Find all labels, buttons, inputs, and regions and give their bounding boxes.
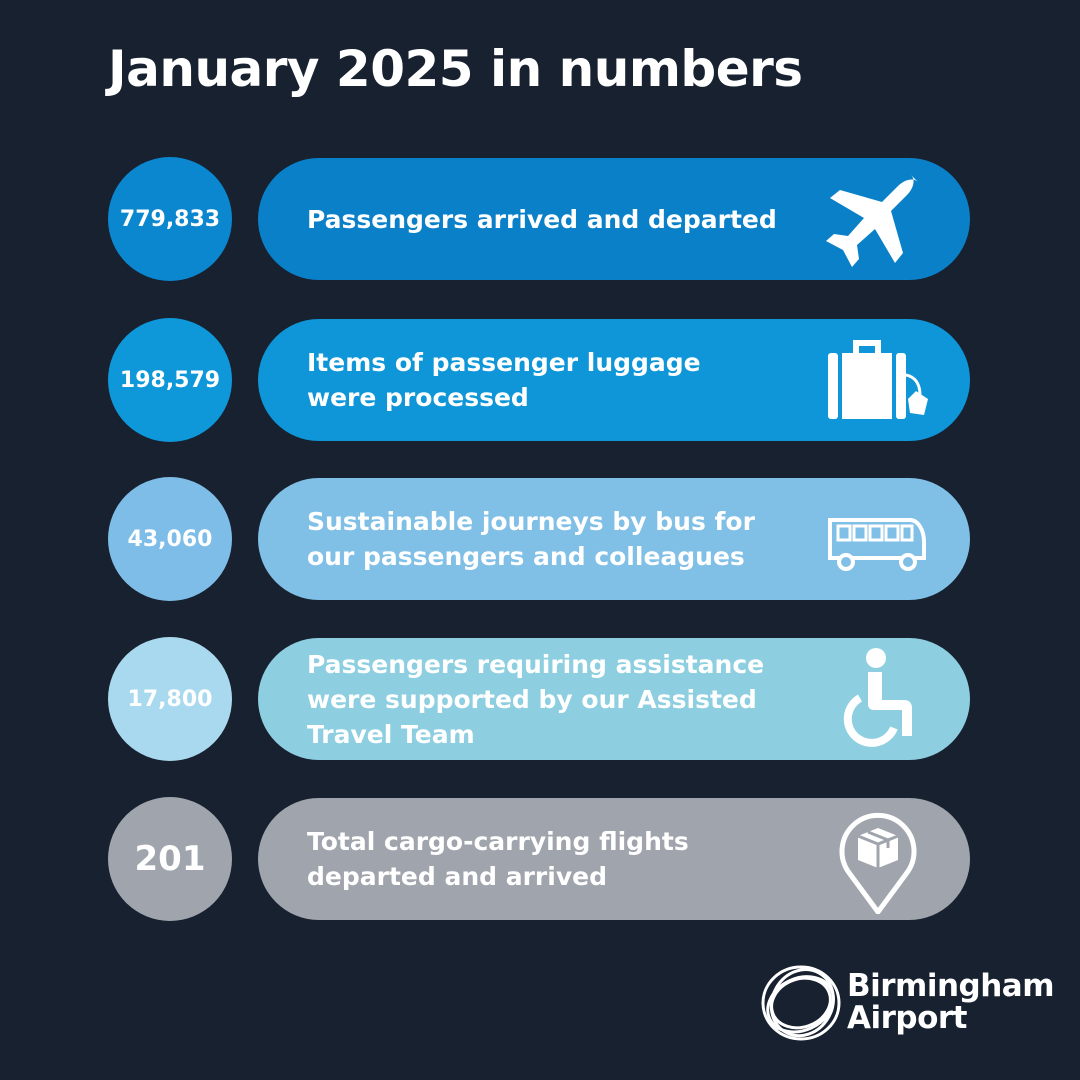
text-line: Travel Team	[307, 719, 475, 749]
stat-pill: Total cargo-carrying flights departed and…	[258, 798, 970, 920]
plane-icon	[826, 175, 918, 267]
text-line: were supported by our Assisted	[307, 684, 757, 714]
text-line: departed and arrived	[307, 862, 607, 891]
text-line: Sustainable journeys by bus for	[307, 507, 755, 536]
text-line: our passengers and colleagues	[307, 542, 745, 571]
stat-text: Passengers arrived and departed	[307, 158, 777, 280]
stat-number: 43,060	[108, 477, 232, 601]
text-line: Total cargo-carrying flights	[307, 827, 689, 856]
stat-pill: Passengers arrived and departed	[258, 158, 970, 280]
text-line: Items of passenger luggage	[307, 348, 701, 377]
text-line: Passengers requiring assistance	[307, 649, 765, 679]
logo-text: Birmingham Airport	[847, 968, 1055, 1036]
stat-number: 201	[108, 797, 232, 921]
text-line: were processed	[307, 383, 529, 412]
stat-text: Sustainable journeys by bus for our passe…	[307, 478, 755, 600]
stat-text: Total cargo-carrying flights departed and…	[307, 798, 689, 920]
text-line: Passengers arrived and departed	[307, 204, 777, 234]
cargo-icon	[839, 812, 917, 914]
stat-pill: Items of passenger luggage were processed	[258, 319, 970, 441]
luggage-icon	[828, 340, 928, 419]
stat-number: 779,833	[108, 157, 232, 281]
wheelchair-icon	[843, 648, 912, 747]
logo-mark	[761, 965, 841, 1041]
stat-text: Passengers requiring assistance were supp…	[307, 638, 764, 760]
stat-number: 198,579	[108, 318, 232, 442]
logo-line: Airport	[847, 1000, 968, 1036]
title: January 2025 in numbers	[108, 40, 803, 98]
stat-pill: Passengers requiring assistance were supp…	[258, 638, 970, 760]
bus-icon	[828, 518, 926, 571]
stat-number: 17,800	[108, 637, 232, 761]
stat-text: Items of passenger luggage were processed	[307, 319, 701, 441]
stat-pill: Sustainable journeys by bus for our passe…	[258, 478, 970, 600]
logo-line: Birmingham	[847, 968, 1055, 1004]
